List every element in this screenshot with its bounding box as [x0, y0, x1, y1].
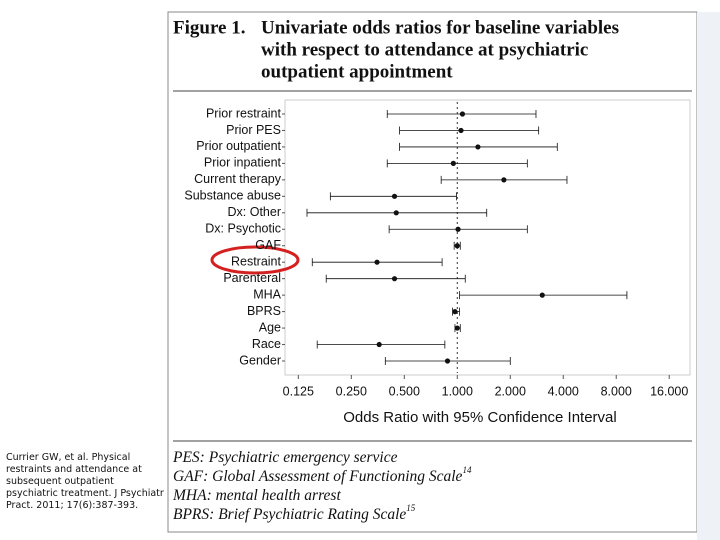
y-tick-label: Prior PES: [226, 123, 281, 137]
point-estimate: [452, 309, 458, 315]
footnote-text: PES: Psychiatric emergency service: [172, 449, 398, 466]
point-estimate: [539, 292, 545, 298]
plot-frame: [284, 99, 691, 376]
point-estimate: [393, 210, 399, 216]
x-tick-label: 0.125: [283, 384, 314, 398]
x-tick-label: 8.000: [601, 384, 632, 398]
point-estimate: [454, 243, 460, 249]
point-estimate: [450, 160, 456, 166]
y-tick-label: Age: [259, 320, 281, 334]
y-tick-label: Parenteral: [223, 271, 281, 285]
point-estimate: [444, 358, 451, 364]
title-line: Univariate odds ratios for baseline vari…: [261, 17, 619, 38]
y-tick-label: Prior outpatient: [196, 139, 281, 153]
x-tick-label: 0.500: [389, 384, 420, 398]
point-estimate: [391, 193, 398, 199]
y-tick-label: Current therapy: [194, 172, 282, 186]
slide-edge: [697, 12, 720, 540]
y-tick-label: Restraint: [231, 254, 282, 268]
footnote: GAF: Global Assessment of Functioning Sc…: [173, 465, 472, 485]
point-estimate: [376, 341, 382, 348]
point-estimate: [475, 144, 481, 150]
point-estimate: [374, 259, 380, 265]
y-tick-label: Prior inpatient: [204, 156, 282, 170]
footnote: MHA: mental health arrest: [172, 487, 341, 504]
highlight-circle: [210, 245, 300, 275]
x-axis-label: Odds Ratio with 95% Confidence Interval: [343, 409, 616, 426]
point-estimate: [391, 276, 398, 282]
footnote-ref: 14: [462, 465, 472, 475]
point-estimate: [459, 111, 466, 117]
footnote-ref: 15: [406, 503, 416, 513]
point-estimate: [454, 325, 460, 331]
footnote: BPRS: Brief Psychiatric Rating Scale15: [173, 503, 416, 523]
x-tick-label: 16.000: [650, 384, 688, 398]
x-tick-label: 1.000: [442, 384, 473, 398]
y-tick-label: BPRS: [247, 304, 281, 318]
title-label: Figure 1.: [173, 17, 245, 38]
footnote-text: GAF: Global Assessment of Functioning Sc…: [173, 468, 463, 485]
title-line: outpatient appointment: [261, 61, 453, 82]
footnote-text: MHA: mental health arrest: [172, 487, 341, 504]
citation: Currier GW, et al. Physical restraints a…: [6, 452, 164, 511]
y-tick-label: Substance abuse: [184, 189, 281, 203]
y-tick-label: Race: [252, 337, 281, 351]
point-estimate: [501, 177, 507, 183]
title-line: with respect to attendance at psychiatri…: [261, 39, 588, 60]
x-tick-label: 2.000: [495, 384, 526, 398]
y-tick-label: Gender: [239, 353, 281, 367]
footnote: PES: Psychiatric emergency service: [172, 449, 398, 466]
footnote-text: BPRS: Brief Psychiatric Rating Scale: [173, 506, 406, 523]
y-tick-label: Prior restraint: [206, 106, 282, 120]
x-tick-label: 4.000: [548, 384, 579, 398]
point-estimate: [458, 127, 464, 134]
y-tick-label: GAF: [255, 238, 281, 252]
point-estimate: [455, 226, 461, 232]
y-tick-label: MHA: [253, 287, 281, 301]
x-tick-label: 0.250: [336, 384, 367, 398]
y-tick-label: Dx: Psychotic: [205, 222, 281, 236]
y-tick-label: Dx: Other: [228, 205, 282, 219]
